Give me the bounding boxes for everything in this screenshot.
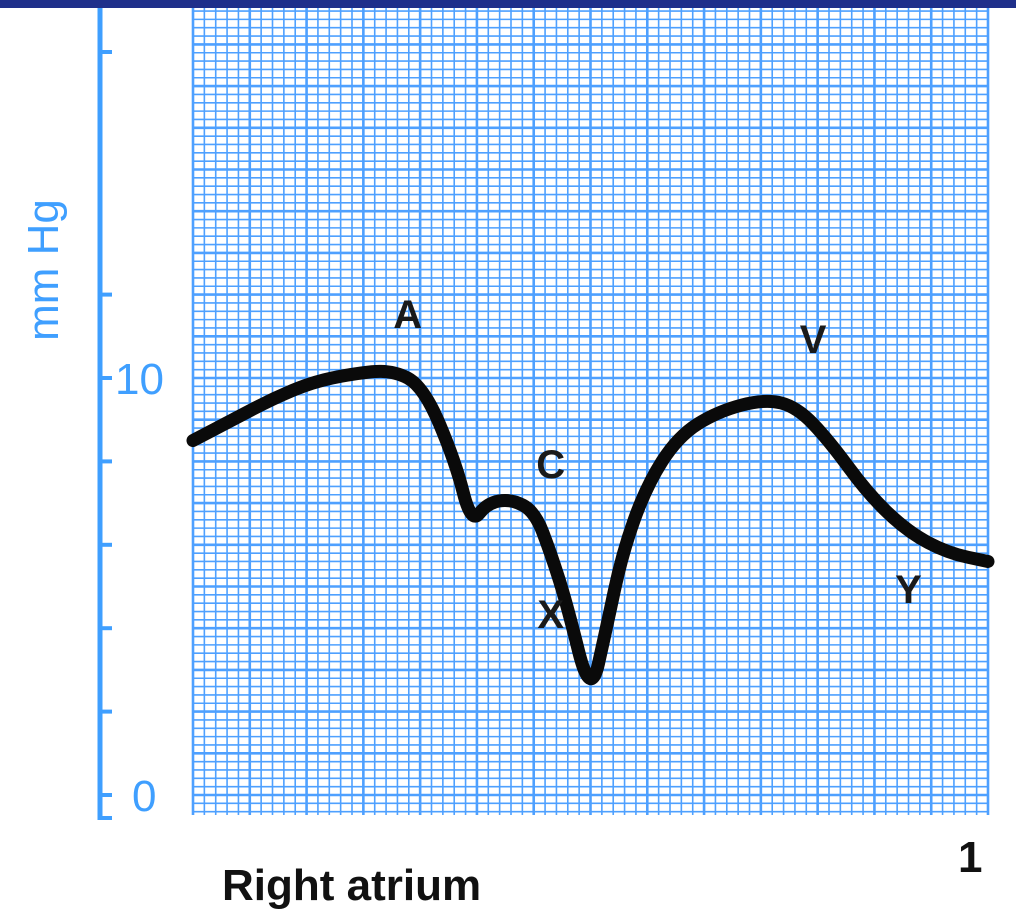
- wave-label-a: A: [393, 293, 422, 337]
- pressure-trace: [186, 364, 995, 686]
- top-bar: [0, 0, 1016, 8]
- chart-caption: Right atrium: [222, 861, 481, 910]
- wave-label-x: X: [537, 593, 564, 637]
- y-axis-label: mm Hg: [19, 199, 68, 341]
- y-tick-label: 0: [132, 772, 156, 821]
- wave-label-v: V: [800, 318, 827, 362]
- y-ticks: 0 10: [100, 50, 164, 821]
- y-tick-label: 10: [115, 355, 164, 404]
- x-end-label: 1: [958, 833, 982, 882]
- wave-label-c: C: [536, 443, 565, 487]
- wave-label-y: Y: [895, 568, 922, 612]
- wave-annotations: A C X V Y: [393, 293, 922, 637]
